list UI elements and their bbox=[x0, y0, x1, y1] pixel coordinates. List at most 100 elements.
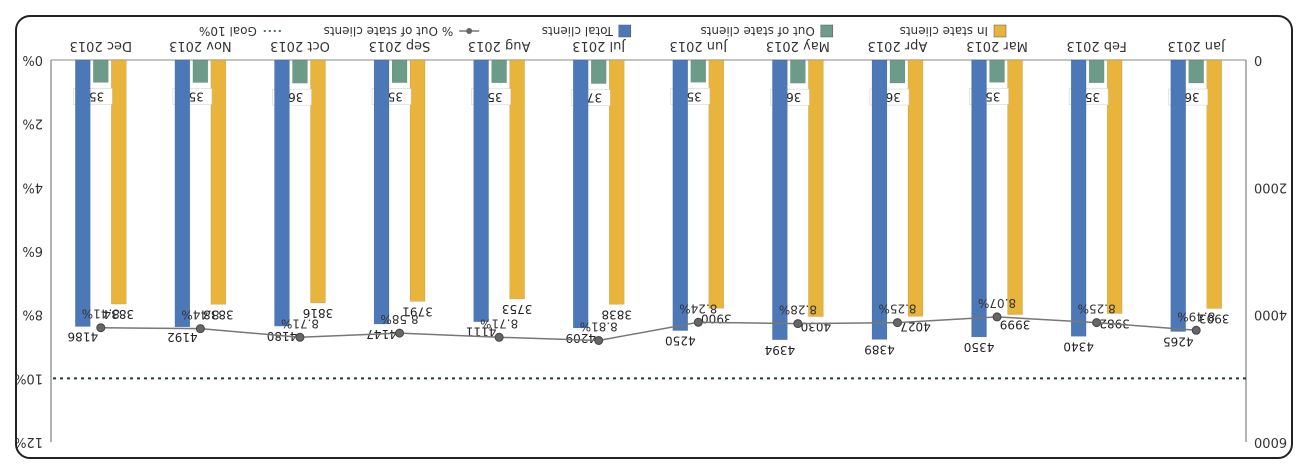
in-state-bar bbox=[1106, 59, 1123, 314]
legend-total-swatch bbox=[618, 24, 632, 38]
in-state-bar bbox=[808, 59, 824, 317]
percent-value-label: 8.25% bbox=[1078, 302, 1116, 316]
percent-point bbox=[1092, 318, 1102, 328]
percent-value-label: 8.25% bbox=[878, 302, 916, 316]
legend-label: Out of state clients bbox=[700, 24, 814, 38]
category-label: Dec 2013 bbox=[70, 38, 132, 53]
in-state-value-label: 4027 bbox=[900, 319, 931, 333]
category-label: Mar 2013 bbox=[966, 38, 1028, 53]
legend-out-of-state-swatch bbox=[820, 24, 834, 38]
legend-label: Total clients bbox=[542, 24, 614, 38]
percent-point bbox=[1191, 325, 1201, 335]
category-label: Apr 2013 bbox=[868, 38, 928, 53]
total-bar bbox=[672, 59, 689, 331]
total-bar bbox=[274, 59, 290, 327]
in-state-bar bbox=[111, 59, 127, 305]
total-bar bbox=[1170, 59, 1186, 332]
out-of-state-bar bbox=[93, 59, 109, 83]
in-state-value-label: 3753 bbox=[502, 302, 533, 316]
legend-label: % Out of state clients bbox=[324, 24, 454, 38]
total-value-label: 4186 bbox=[68, 330, 99, 344]
in-state-value-label: 3838 bbox=[203, 307, 234, 321]
legend-label: In state clients bbox=[900, 24, 988, 38]
category-label: Jun 2013 bbox=[670, 38, 729, 53]
percent-point bbox=[295, 332, 305, 342]
right-tick-label: 2% bbox=[22, 116, 43, 131]
category-label: May 2013 bbox=[766, 38, 830, 53]
out-of-state-bar bbox=[491, 59, 507, 84]
out-of-state-bar bbox=[889, 59, 906, 84]
percent-value-label: 8.07% bbox=[978, 296, 1016, 310]
out-of-state-bar bbox=[1088, 59, 1105, 84]
in-state-bar bbox=[907, 59, 924, 317]
legend: In state clients Out of state clients Tota… bbox=[199, 24, 1007, 38]
out-of-state-bar bbox=[391, 59, 408, 83]
left-tick-label: 2000 bbox=[1254, 179, 1287, 194]
in-state-value-label: 3791 bbox=[402, 304, 433, 318]
percent-point bbox=[793, 319, 803, 329]
total-value-label: 4394 bbox=[765, 343, 796, 357]
total-bar bbox=[174, 59, 191, 328]
in-state-bar bbox=[1007, 59, 1023, 315]
in-state-bar bbox=[509, 59, 525, 300]
total-bar bbox=[473, 59, 489, 322]
out-of-state-bar bbox=[690, 59, 707, 83]
total-bar bbox=[871, 59, 888, 340]
in-state-value-label: 3834 bbox=[104, 307, 135, 321]
category-label: Jul 2013 bbox=[572, 38, 626, 53]
right-tick-label: 8% bbox=[22, 307, 43, 322]
legend-in-state-swatch bbox=[993, 24, 1007, 38]
category-label: Sep 2013 bbox=[369, 38, 431, 53]
percent-value-label: 8.24% bbox=[679, 301, 717, 315]
category-label: Oct 2013 bbox=[270, 38, 330, 53]
out-of-state-bar bbox=[292, 59, 308, 84]
percent-value-label: 8.49% bbox=[1177, 309, 1215, 323]
total-value-label: 4250 bbox=[665, 334, 696, 348]
category-label: Nov 2013 bbox=[169, 38, 232, 53]
left-tick-label: 6000 bbox=[1254, 434, 1287, 449]
total-bar bbox=[373, 59, 390, 325]
in-state-bar bbox=[608, 59, 625, 305]
right-tick-label: 4% bbox=[22, 179, 43, 194]
out-of-state-bar bbox=[192, 59, 209, 83]
in-state-bar bbox=[210, 59, 227, 305]
total-value-label: 4265 bbox=[1163, 335, 1194, 349]
percent-value-label: 8.41% bbox=[82, 307, 120, 321]
out-of-state-bar bbox=[1188, 59, 1204, 84]
legend-line-marker bbox=[466, 28, 473, 34]
out-of-state-bar bbox=[590, 59, 607, 84]
total-bar bbox=[572, 59, 589, 329]
percent-point bbox=[195, 324, 205, 334]
in-state-bar bbox=[1206, 59, 1222, 309]
in-state-value-label: 3903 bbox=[1199, 311, 1230, 325]
percent-point bbox=[494, 332, 504, 342]
percent-point bbox=[992, 312, 1002, 322]
out-of-state-bar bbox=[790, 59, 806, 84]
category-label: Aug 2013 bbox=[468, 38, 531, 53]
category-label: Jan 2013 bbox=[1168, 38, 1226, 53]
total-bar bbox=[75, 59, 91, 327]
left-tick-label: 4000 bbox=[1254, 307, 1287, 322]
percent-value-label: 8.28% bbox=[779, 303, 817, 317]
category-labels: Jan 2013 Feb 2013 Mar 2013 Apr 2013 May 2013… bbox=[70, 38, 1226, 53]
percent-value-label: 8.71% bbox=[480, 316, 518, 330]
bars-layer: 3903362426539823584340399935143504027362… bbox=[68, 59, 1230, 357]
percent-out-of-state-line bbox=[100, 316, 1197, 342]
percent-point bbox=[395, 328, 405, 338]
left-axis-ticks: 0 2000 4000 6000 bbox=[1254, 52, 1287, 449]
percent-point bbox=[594, 335, 604, 345]
category-label: Feb 2013 bbox=[1067, 38, 1127, 53]
in-state-value-label: 3816 bbox=[303, 306, 334, 320]
percent-point bbox=[96, 323, 106, 333]
right-axis-ticks: 0% 2% 4% 6% 8% 10% 12% bbox=[14, 52, 43, 449]
percent-value-label: 8.44% bbox=[181, 308, 219, 322]
total-value-label: 4350 bbox=[964, 340, 995, 354]
total-value-label: 4340 bbox=[1063, 339, 1094, 353]
in-state-value-label: 4030 bbox=[801, 320, 832, 334]
in-state-bar bbox=[409, 59, 426, 302]
total-value-label: 4209 bbox=[565, 331, 596, 345]
in-state-value-label: 3838 bbox=[601, 307, 632, 321]
